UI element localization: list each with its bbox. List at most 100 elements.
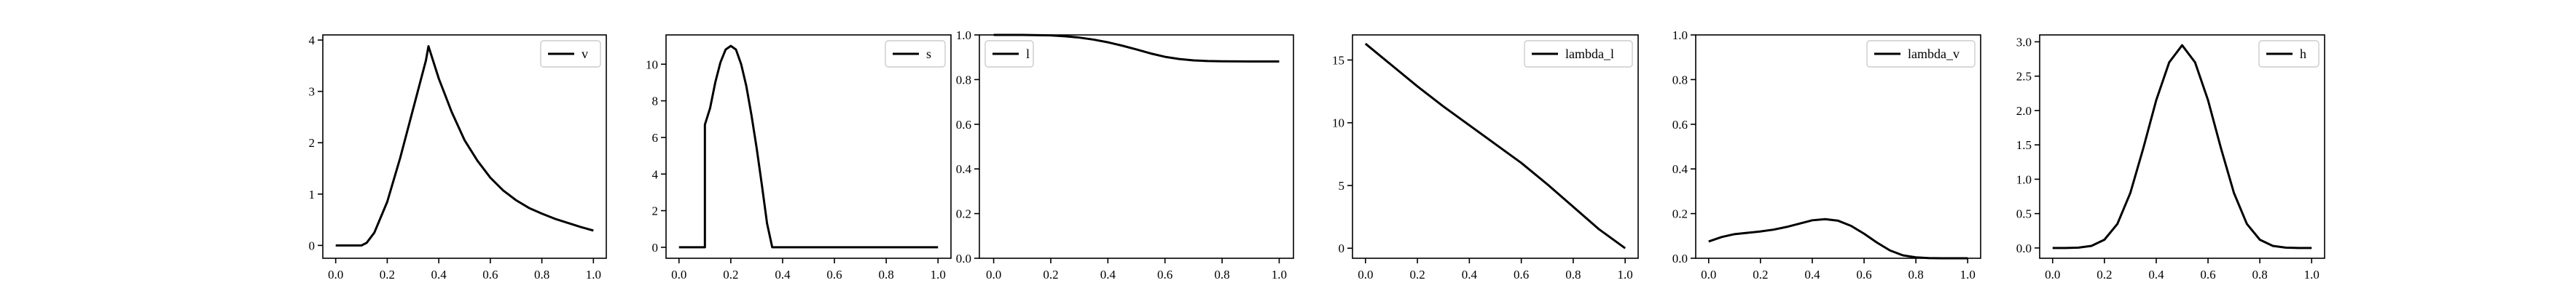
y-tick-label: 0.5 xyxy=(2016,207,2032,221)
axes-frame xyxy=(979,34,1294,259)
axes-frame xyxy=(1352,34,1639,259)
y-tick-label: 0.8 xyxy=(956,73,971,87)
legend-label: v xyxy=(582,47,588,61)
x-tick-label: 1.0 xyxy=(586,268,601,282)
x-tick-label: 0.4 xyxy=(1462,268,1478,282)
chart-panel-v: 0.0 0.2 0.4 0.6 0.8 1.0 0 1 2 3 4 v xyxy=(309,33,607,282)
x-tick-label: 0.6 xyxy=(482,268,498,282)
legend-label: lambda_v xyxy=(1908,47,1960,61)
y-tick-label: 8 xyxy=(652,95,659,108)
y-tick-label: 0.2 xyxy=(1672,207,1688,221)
legend: h xyxy=(2258,40,2319,68)
y-tick-label: 6 xyxy=(652,131,659,145)
y-tick-label: 0.6 xyxy=(1672,118,1688,132)
x-tick-label: 0.6 xyxy=(1157,268,1172,282)
legend-label: lambda_l xyxy=(1565,47,1614,61)
y-tick-label: 2 xyxy=(309,136,316,150)
x-tick-label: 0.2 xyxy=(1043,268,1058,282)
y-tick-label: 0.4 xyxy=(956,162,972,176)
x-tick-label: 0.2 xyxy=(1409,268,1425,282)
legend-label: s xyxy=(926,47,931,61)
y-tick-label: 15 xyxy=(1332,53,1344,67)
x-tick-label: 1.0 xyxy=(931,268,946,282)
y-tick-label: 0.6 xyxy=(956,118,971,132)
x-tick-label: 1.0 xyxy=(1272,268,1287,282)
y-tick-label: 1 xyxy=(309,188,316,202)
y-tick-label: 0 xyxy=(1339,242,1345,255)
legend-box xyxy=(1524,40,1633,68)
x-tick-label: 0.4 xyxy=(2148,268,2164,282)
series-line-v xyxy=(335,45,594,247)
series-line-h xyxy=(2052,44,2312,250)
x-tick-label: 0.6 xyxy=(826,268,842,282)
x-tick-label: 0.6 xyxy=(1514,268,1529,282)
y-tick-label: 2 xyxy=(652,204,659,218)
y-tick-label: 2.0 xyxy=(2016,104,2032,118)
x-tick-label: 1.0 xyxy=(1960,268,1976,282)
x-tick-label: 0.0 xyxy=(328,268,343,282)
y-tick-label: 4 xyxy=(652,167,659,181)
x-tick-label: 0.8 xyxy=(1214,268,1229,282)
x-tick-label: 0.0 xyxy=(2045,268,2060,282)
x-tick-label: 0.4 xyxy=(1804,268,1820,282)
legend: v xyxy=(540,40,601,68)
chart-panel-l: 0.0 0.2 0.4 0.6 0.8 1.0 0.0 0.2 0.4 0.6 0.8 1.0 l xyxy=(956,28,1294,282)
x-tick-label: 0.8 xyxy=(1908,268,1924,282)
x-tick-label: 0.0 xyxy=(986,268,1001,282)
legend: l xyxy=(984,40,1034,68)
axes-frame xyxy=(322,34,607,259)
x-tick-label: 0.4 xyxy=(1100,268,1116,282)
x-tick-label: 0.2 xyxy=(380,268,395,282)
x-tick-label: 0.0 xyxy=(671,268,686,282)
legend-label: h xyxy=(2300,47,2306,61)
legend: lambda_l xyxy=(1524,40,1633,68)
y-tick-label: 0.0 xyxy=(956,252,971,266)
x-tick-label: 0.2 xyxy=(723,268,738,282)
series-line-lambda-v xyxy=(1708,218,1968,260)
axes-frame xyxy=(665,34,952,259)
y-tick-label: 0 xyxy=(309,239,316,252)
chart-panel-s: 0.0 0.2 0.4 0.6 0.8 1.0 0 2 4 6 8 10 s xyxy=(646,34,952,282)
y-tick-label: 10 xyxy=(1332,116,1344,130)
y-tick-label: 4 xyxy=(309,33,316,47)
x-tick-label: 0.8 xyxy=(534,268,549,282)
axes-frame xyxy=(2039,34,2325,259)
x-tick-label: 0.8 xyxy=(2252,268,2268,282)
y-tick-label: 0.0 xyxy=(2016,242,2032,255)
x-tick-label: 0.8 xyxy=(879,268,894,282)
axes-frame xyxy=(1695,34,1981,259)
y-tick-label: 0.8 xyxy=(1672,73,1688,87)
x-tick-label: 0.6 xyxy=(2200,268,2215,282)
y-tick-label: 0.4 xyxy=(1672,162,1688,176)
y-tick-label: 0 xyxy=(652,241,659,255)
series-line-lambda-l xyxy=(1364,42,1626,250)
x-tick-label: 0.0 xyxy=(1701,268,1716,282)
y-tick-label: 5 xyxy=(1339,179,1345,193)
x-tick-label: 1.0 xyxy=(1618,268,1633,282)
legend: s xyxy=(885,40,946,68)
y-tick-label: 1.0 xyxy=(1672,28,1688,42)
y-tick-label: 1.0 xyxy=(2016,172,2032,186)
chart-panel-lambda-l: 0.0 0.2 0.4 0.6 0.8 1.0 0 5 10 15 lambda_l xyxy=(1332,34,1639,282)
y-tick-label: 1.5 xyxy=(2016,138,2032,152)
legend: lambda_v xyxy=(1866,40,1976,68)
legend-label: l xyxy=(1026,47,1030,61)
y-tick-label: 1.0 xyxy=(956,28,971,42)
x-tick-label: 0.0 xyxy=(1358,268,1373,282)
x-tick-label: 0.6 xyxy=(1856,268,1871,282)
y-tick-label: 0.2 xyxy=(956,207,971,221)
y-tick-label: 0.0 xyxy=(1672,252,1688,266)
series-line-s xyxy=(678,44,939,249)
chart-panel-lambda-v: 0.0 0.2 0.4 0.6 0.8 1.0 0.0 0.2 0.4 0.6 0.8 1.0 lamb… xyxy=(1672,28,1981,282)
x-tick-label: 0.2 xyxy=(1753,268,1768,282)
x-tick-label: 1.0 xyxy=(2304,268,2319,282)
y-tick-label: 10 xyxy=(646,57,658,71)
series-line-l xyxy=(993,33,1280,63)
y-tick-label: 3.0 xyxy=(2016,35,2032,49)
x-tick-label: 0.8 xyxy=(1565,268,1581,282)
y-tick-label: 3 xyxy=(309,85,316,99)
x-tick-label: 0.4 xyxy=(775,268,791,282)
legend-box xyxy=(1866,40,1976,68)
x-tick-label: 0.2 xyxy=(2097,268,2112,282)
